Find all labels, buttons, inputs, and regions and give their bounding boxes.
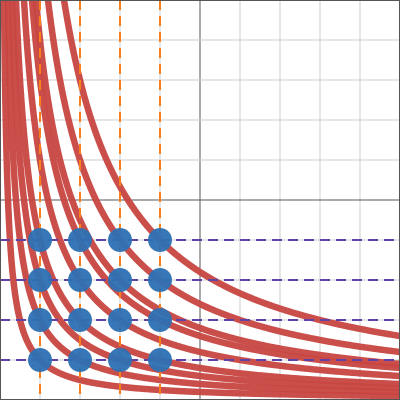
point [148, 348, 172, 372]
point [28, 348, 52, 372]
point [108, 308, 132, 332]
curve [28, 0, 400, 372]
curve [60, 0, 400, 340]
point [108, 268, 132, 292]
curve [8, 0, 400, 392]
point [148, 228, 172, 252]
curve [44, 0, 400, 356]
point [68, 308, 92, 332]
point [68, 348, 92, 372]
point [68, 268, 92, 292]
curve [20, 0, 400, 380]
point [28, 228, 52, 252]
point [148, 268, 172, 292]
point [148, 308, 172, 332]
point [28, 308, 52, 332]
point [28, 268, 52, 292]
point [68, 228, 92, 252]
point [108, 348, 132, 372]
point [108, 228, 132, 252]
curve [32, 0, 400, 368]
